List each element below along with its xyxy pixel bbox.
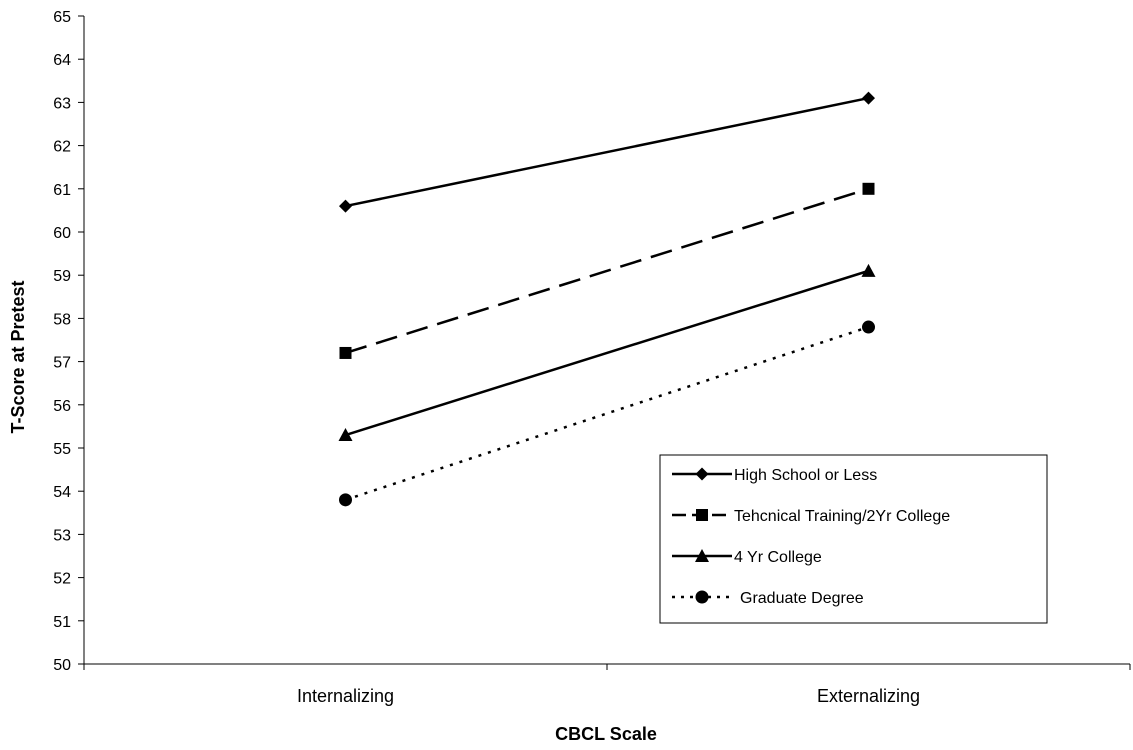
y-tick-label: 53: [53, 527, 71, 544]
legend-marker-diamond: [695, 467, 709, 481]
y-tick-label: 52: [53, 571, 71, 588]
legend-item: Graduate Degree: [672, 590, 864, 607]
y-tick-label: 54: [53, 484, 71, 501]
y-tick-label: 56: [53, 398, 71, 415]
legend: High School or Less Tehcnical Training/2Y…: [659, 454, 1048, 624]
data-point-diamond: [862, 91, 875, 105]
legend-item: Tehcnical Training/2Yr College: [672, 508, 950, 525]
x-axis-title: CBCL Scale: [555, 724, 657, 744]
data-point-square: [862, 182, 875, 195]
legend-marker-circle: [695, 590, 709, 604]
data-point-triangle: [861, 263, 876, 277]
y-axis-title: T-Score at Pretest: [8, 280, 28, 433]
series-line: [345, 187, 869, 355]
legend-label: Tehcnical Training/2Yr College: [734, 508, 950, 525]
y-tick-label: 60: [53, 225, 71, 242]
y-tick-label: 50: [53, 657, 71, 674]
y-tick-label: 51: [53, 614, 71, 631]
data-point-circle: [339, 493, 352, 507]
series-line: [345, 325, 869, 502]
y-tick-label: 63: [53, 95, 71, 112]
y-tick-label: 58: [53, 311, 71, 328]
legend-label: 4 Yr College: [734, 549, 822, 566]
data-point-circle: [862, 320, 875, 334]
x-ticks: Internalizing Externalizing: [83, 664, 1131, 706]
legend-marker-square: [696, 509, 708, 521]
legend-items: High School or Less Tehcnical Training/2Y…: [672, 467, 950, 607]
series-2: [339, 182, 875, 359]
y-tick-label: 57: [53, 355, 71, 372]
x-tick-label: Externalizing: [817, 686, 920, 706]
series-line: [345, 96, 869, 208]
series-layer: [338, 91, 876, 507]
legend-item: High School or Less: [672, 467, 877, 484]
data-point-triangle: [338, 428, 353, 442]
series-3: [338, 263, 876, 442]
y-tick-label: 59: [53, 268, 71, 285]
series-line: [345, 269, 869, 437]
legend-label: High School or Less: [734, 467, 877, 484]
y-ticks: 50 51 52 53 54 55 56 57 58 59 60 61 62 63 64 65: [53, 9, 84, 674]
y-tick-label: 61: [53, 182, 71, 199]
series-4: [339, 320, 875, 507]
x-tick-label: Internalizing: [297, 686, 394, 706]
data-point-diamond: [339, 199, 352, 213]
legend-label: Graduate Degree: [740, 590, 864, 607]
data-point-square: [339, 346, 352, 359]
y-tick-label: 62: [53, 139, 71, 156]
legend-item: 4 Yr College: [672, 549, 822, 566]
y-tick-label: 65: [53, 9, 71, 26]
legend-marker-triangle: [695, 549, 709, 562]
y-tick-label: 55: [53, 441, 71, 458]
legend-box: [659, 454, 1048, 624]
series-1: [339, 91, 875, 213]
y-tick-label: 64: [53, 52, 71, 69]
